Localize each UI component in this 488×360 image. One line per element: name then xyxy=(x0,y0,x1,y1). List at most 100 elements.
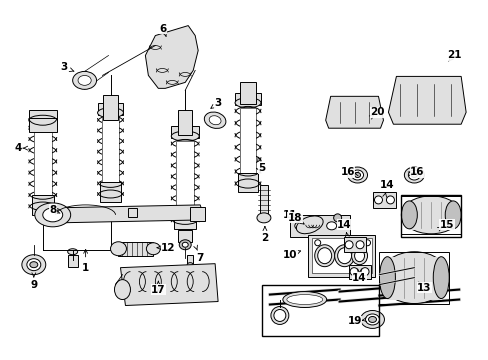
Ellipse shape xyxy=(30,262,38,268)
Bar xyxy=(401,196,460,234)
Ellipse shape xyxy=(35,203,71,227)
Ellipse shape xyxy=(345,241,352,249)
Text: 19: 19 xyxy=(346,316,361,327)
Bar xyxy=(348,265,370,279)
Bar xyxy=(307,235,375,276)
Text: 12: 12 xyxy=(161,243,175,253)
Ellipse shape xyxy=(114,280,130,300)
Ellipse shape xyxy=(365,314,379,325)
Ellipse shape xyxy=(294,222,304,230)
Bar xyxy=(67,255,78,267)
Bar xyxy=(34,125,52,195)
Ellipse shape xyxy=(286,294,322,305)
Text: 13: 13 xyxy=(416,283,431,293)
Ellipse shape xyxy=(73,71,96,89)
Bar xyxy=(178,230,192,242)
Polygon shape xyxy=(120,264,218,306)
Bar xyxy=(98,103,123,115)
Text: 16: 16 xyxy=(340,167,354,177)
Ellipse shape xyxy=(379,257,395,298)
Text: 14: 14 xyxy=(379,180,394,190)
Ellipse shape xyxy=(182,242,188,247)
Ellipse shape xyxy=(349,268,357,276)
Bar xyxy=(118,242,153,256)
Text: 10: 10 xyxy=(282,250,297,260)
Bar xyxy=(34,125,52,195)
Ellipse shape xyxy=(98,108,123,118)
Bar xyxy=(102,95,118,120)
Bar xyxy=(102,118,119,183)
Ellipse shape xyxy=(444,201,460,229)
Text: 15: 15 xyxy=(439,220,453,230)
Bar xyxy=(29,118,57,132)
Text: 18: 18 xyxy=(287,213,302,223)
Ellipse shape xyxy=(314,245,334,267)
Ellipse shape xyxy=(187,263,193,267)
Ellipse shape xyxy=(337,248,351,264)
Bar xyxy=(176,141,194,209)
Bar xyxy=(289,215,349,237)
Bar xyxy=(260,185,267,215)
Ellipse shape xyxy=(209,116,221,125)
Ellipse shape xyxy=(317,248,331,264)
Ellipse shape xyxy=(146,243,160,255)
Ellipse shape xyxy=(355,241,363,249)
Ellipse shape xyxy=(401,201,416,229)
Ellipse shape xyxy=(256,213,270,223)
Ellipse shape xyxy=(379,252,448,303)
Bar xyxy=(240,82,255,104)
Ellipse shape xyxy=(110,242,126,256)
Polygon shape xyxy=(53,205,205,223)
Ellipse shape xyxy=(404,167,424,183)
Bar xyxy=(408,201,452,229)
Ellipse shape xyxy=(204,112,225,129)
Text: 5: 5 xyxy=(258,163,265,173)
Ellipse shape xyxy=(354,172,360,177)
Bar xyxy=(178,110,192,135)
Text: 2: 2 xyxy=(261,233,268,243)
Bar xyxy=(379,252,448,303)
Text: 21: 21 xyxy=(446,50,461,60)
Bar xyxy=(343,237,365,252)
Bar xyxy=(235,93,261,105)
Ellipse shape xyxy=(27,259,41,271)
Ellipse shape xyxy=(368,316,376,323)
Ellipse shape xyxy=(432,257,448,298)
Bar xyxy=(100,183,121,202)
Ellipse shape xyxy=(311,222,319,229)
Ellipse shape xyxy=(354,250,364,262)
Ellipse shape xyxy=(179,240,191,250)
Ellipse shape xyxy=(334,245,354,267)
Circle shape xyxy=(314,240,320,246)
Ellipse shape xyxy=(235,98,261,108)
Ellipse shape xyxy=(67,249,78,255)
Text: 3: 3 xyxy=(60,62,67,72)
Text: 20: 20 xyxy=(369,107,384,117)
Text: 4: 4 xyxy=(14,143,21,153)
Bar xyxy=(187,255,193,265)
Text: 1: 1 xyxy=(82,263,89,273)
Bar xyxy=(29,110,57,122)
Circle shape xyxy=(364,240,370,246)
Text: 7: 7 xyxy=(196,253,203,263)
Ellipse shape xyxy=(360,268,368,276)
Text: 17: 17 xyxy=(151,284,165,294)
Bar xyxy=(171,126,199,138)
Ellipse shape xyxy=(374,196,382,204)
Bar xyxy=(386,257,440,298)
Ellipse shape xyxy=(42,208,62,222)
Ellipse shape xyxy=(296,216,323,234)
Bar xyxy=(128,208,137,217)
Bar xyxy=(262,285,379,336)
Text: 3: 3 xyxy=(214,98,221,108)
Polygon shape xyxy=(325,96,383,128)
Ellipse shape xyxy=(22,255,46,275)
Text: 14: 14 xyxy=(337,220,351,230)
Ellipse shape xyxy=(171,131,199,141)
Bar xyxy=(32,195,54,215)
Bar xyxy=(102,118,119,183)
Ellipse shape xyxy=(270,306,288,324)
Bar xyxy=(372,192,396,208)
Polygon shape xyxy=(145,26,198,88)
Text: 8: 8 xyxy=(49,205,56,215)
